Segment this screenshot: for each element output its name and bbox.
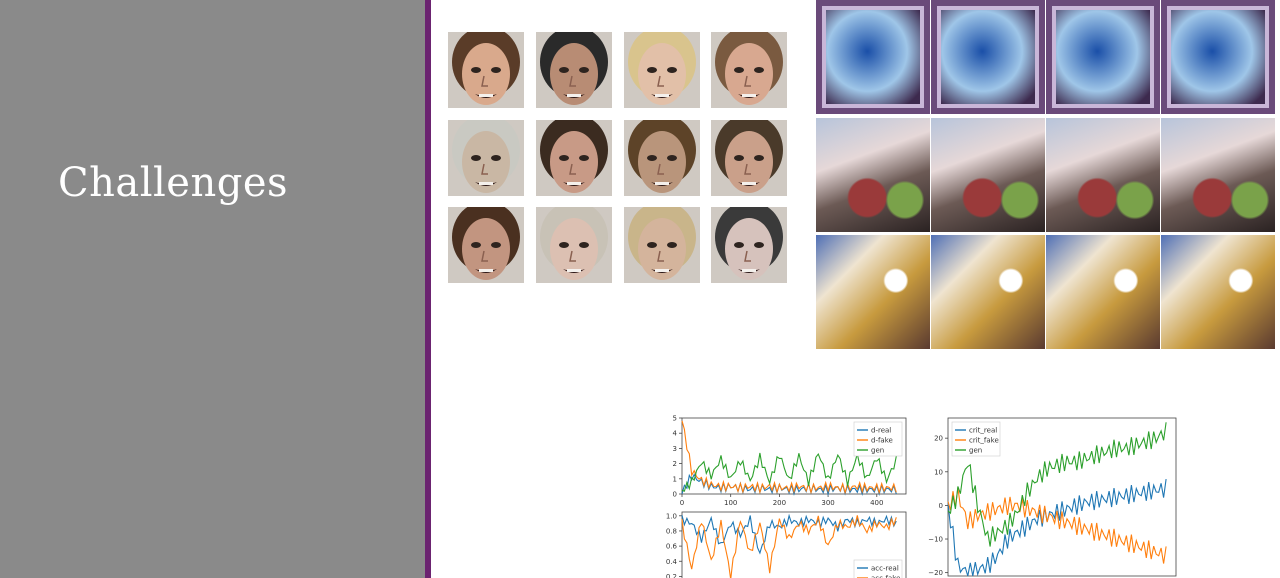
series-line-d-fake — [681, 420, 897, 495]
legend-box — [853, 559, 903, 578]
x-tick-label: 100 — [724, 499, 737, 507]
face-sample — [536, 32, 612, 108]
accent-divider — [425, 0, 431, 578]
y-tick-label: 0 — [673, 491, 677, 499]
y-tick-label: 5 — [673, 415, 677, 423]
texture-sample — [1161, 118, 1275, 232]
y-tick-label: −20 — [928, 569, 943, 577]
title-panel: Challenges — [0, 0, 425, 578]
face-sample — [711, 32, 787, 108]
y-tick-label: 0.8 — [666, 527, 677, 535]
slide-title: Challenges — [58, 160, 289, 206]
y-tick-label: 1 — [673, 475, 677, 483]
y-tick-label: 3 — [673, 445, 677, 453]
y-tick-label: 0.6 — [666, 543, 678, 551]
y-tick-label: 0.2 — [666, 573, 677, 578]
y-tick-label: −10 — [928, 536, 943, 544]
y-tick-label: 20 — [934, 435, 943, 443]
texture-sample — [1046, 235, 1160, 349]
legend-label: d-real — [871, 427, 891, 435]
texture-sample — [1161, 235, 1275, 349]
loss-chart: 0 1 2 3 4 5 0 100 200 300 400 d-real d-fake gen — [673, 415, 907, 507]
series-line-acc-fake — [681, 515, 897, 578]
x-tick-label: 200 — [773, 499, 786, 507]
face-sample — [624, 207, 700, 283]
face-sample — [536, 207, 612, 283]
y-tick-label: 4 — [673, 430, 678, 438]
texture-sample — [931, 235, 1045, 349]
texture-sample — [931, 0, 1045, 114]
y-tick-label: 0.4 — [666, 558, 678, 566]
x-tick-label: 300 — [821, 499, 834, 507]
texture-sample — [816, 235, 930, 349]
face-sample — [448, 207, 524, 283]
texture-sample — [931, 118, 1045, 232]
face-sample — [624, 120, 700, 196]
face-sample — [711, 120, 787, 196]
accuracy-chart: 0.2 0.4 0.6 0.8 1.0 acc-real acc-fake — [666, 511, 907, 578]
legend-label: gen — [969, 447, 982, 455]
x-tick-label: 400 — [870, 499, 883, 507]
legend-label: acc-fake — [871, 575, 900, 578]
y-tick-label: 10 — [934, 468, 943, 476]
texture-sample — [816, 0, 930, 114]
legend-label: crit_real — [969, 427, 997, 435]
y-tick-label: 0 — [939, 502, 943, 510]
x-tick-label: 0 — [680, 499, 684, 507]
texture-sample — [1161, 0, 1275, 114]
y-tick-label: 1.0 — [666, 512, 677, 520]
series-line-crit_real — [947, 479, 1167, 577]
texture-samples-grid — [816, 0, 1276, 350]
series-line-d-real — [681, 473, 897, 497]
texture-sample — [1046, 118, 1160, 232]
series-line-gen — [947, 422, 1167, 547]
face-sample — [448, 120, 524, 196]
legend-label: gen — [871, 447, 884, 455]
texture-sample — [1046, 0, 1160, 114]
legend-label: crit_fake — [969, 437, 999, 445]
y-tick-label: 2 — [673, 460, 677, 468]
face-sample — [711, 207, 787, 283]
legend-label: d-fake — [871, 437, 893, 445]
texture-sample — [816, 118, 930, 232]
face-sample — [536, 120, 612, 196]
face-samples-grid — [448, 32, 788, 284]
series-line-crit_fake — [947, 487, 1167, 564]
legend-label: acc-real — [871, 565, 899, 573]
series-line-gen — [681, 452, 897, 492]
series-line-acc-real — [681, 513, 897, 555]
face-sample — [624, 32, 700, 108]
face-sample — [448, 32, 524, 108]
